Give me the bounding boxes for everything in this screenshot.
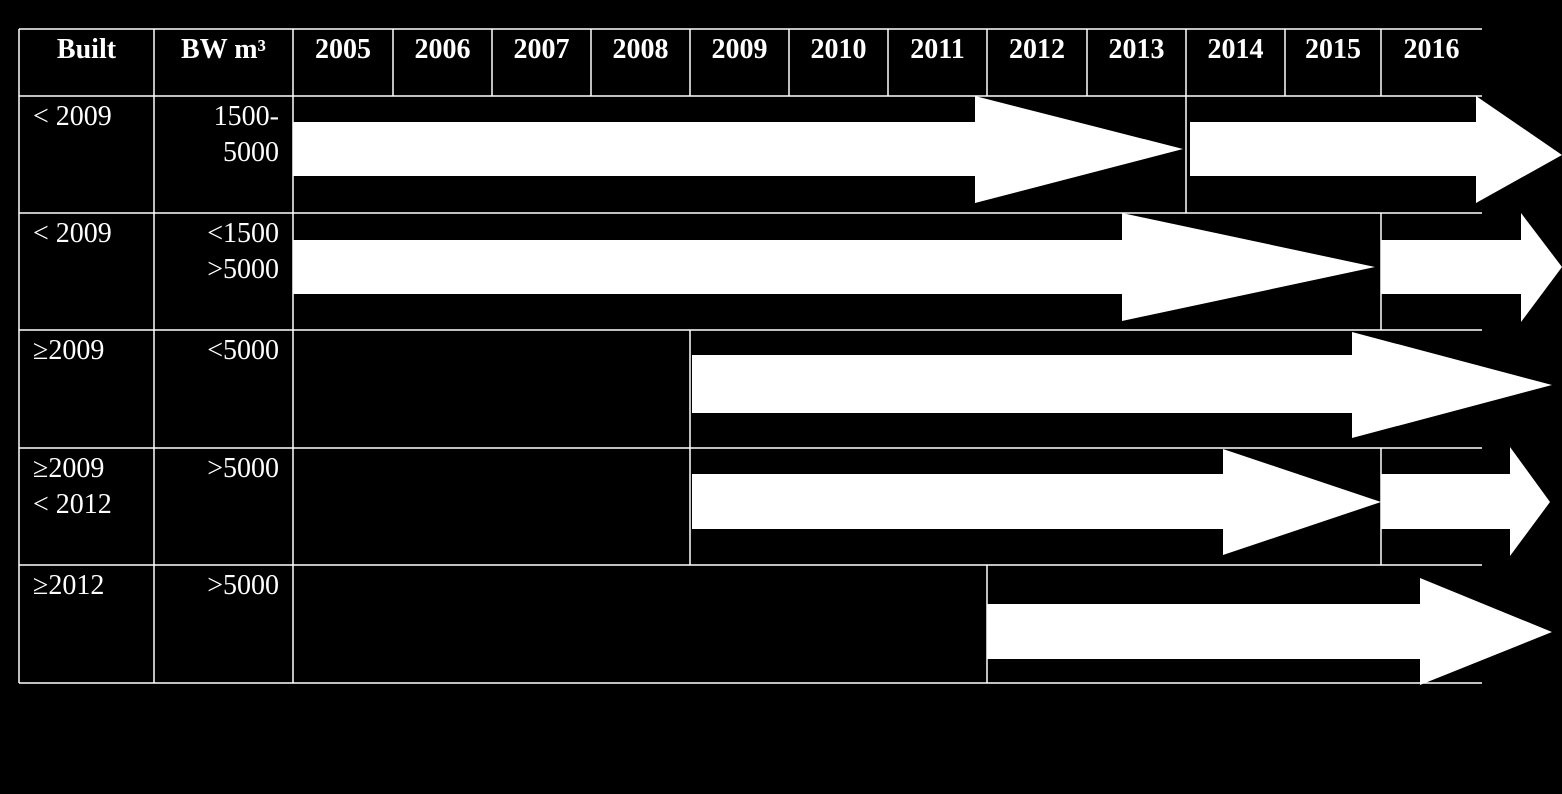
built-cell: < 2009 [33, 101, 112, 132]
arrow [1190, 96, 1562, 203]
bw-cell: 1500- [214, 101, 279, 132]
header-cell: 2012 [1009, 34, 1065, 65]
built-cell: ≥2009 [33, 335, 104, 366]
header-cell: 2011 [910, 34, 964, 65]
bw-cell: <5000 [207, 335, 279, 366]
header-cell: BW m³ [181, 34, 266, 65]
arrow [293, 213, 1375, 321]
header-cell: 2016 [1404, 34, 1460, 65]
header-cell: Built [57, 34, 117, 65]
arrows [293, 96, 1562, 685]
bw-cell: 5000 [223, 137, 279, 168]
header-cell: 2008 [613, 34, 669, 65]
bw-cell: >5000 [207, 570, 279, 601]
header-cell: 2013 [1109, 34, 1165, 65]
header-cell: 2006 [415, 34, 471, 65]
header-cell: 2015 [1305, 34, 1361, 65]
built-cell: ≥2012 [33, 570, 104, 601]
bw-cell: >5000 [207, 254, 279, 285]
built-cell: < 2009 [33, 218, 112, 249]
arrow [293, 96, 1183, 203]
grid [18, 28, 1482, 684]
header-cell: 2009 [712, 34, 768, 65]
arrow [1381, 213, 1562, 322]
built-cell: < 2012 [33, 489, 112, 520]
header-cell: 2014 [1208, 34, 1264, 65]
arrow [987, 578, 1552, 685]
header-cell: 2010 [811, 34, 867, 65]
arrow [692, 449, 1381, 555]
arrow [692, 332, 1552, 438]
header-cell: 2005 [315, 34, 371, 65]
bw-cell: >5000 [207, 453, 279, 484]
arrow [1381, 447, 1550, 556]
built-cell: ≥2009 [33, 453, 104, 484]
header-cell: 2007 [514, 34, 570, 65]
bw-cell: <1500 [207, 218, 279, 249]
